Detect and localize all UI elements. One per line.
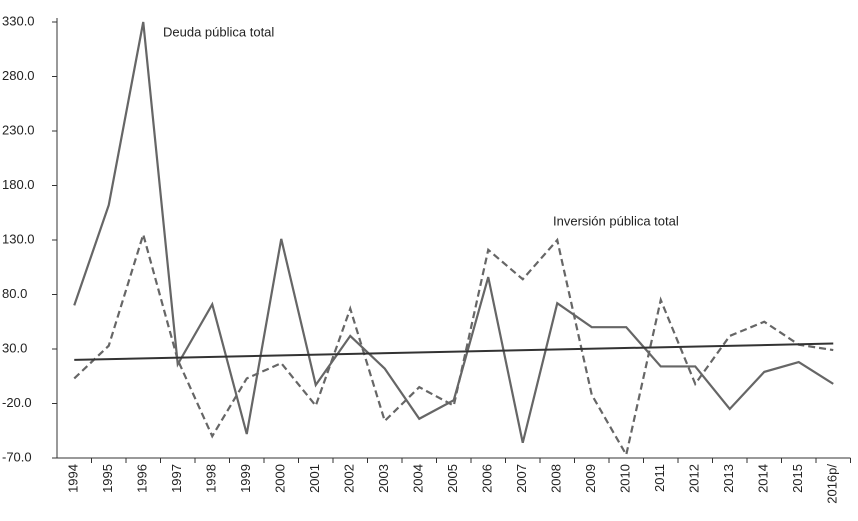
x-tick-label: 1994	[66, 464, 81, 493]
y-tick-label: 130.0	[2, 231, 35, 246]
x-tick-label: 2003	[376, 464, 391, 493]
series-line	[73, 230, 834, 458]
x-tick-label: 2002	[342, 464, 357, 493]
x-tick-label: 2010	[618, 464, 633, 493]
x-tick-label: 2004	[411, 464, 426, 493]
y-tick-label: 180.0	[2, 177, 35, 192]
x-tick-label: 2015	[790, 464, 805, 493]
series-annotation: Deuda pública total	[163, 24, 274, 39]
x-tick-label: 1997	[169, 464, 184, 493]
y-tick-label: 230.0	[2, 122, 35, 137]
x-tick-label: 2013	[721, 464, 736, 493]
y-tick-label: -20.0	[2, 395, 32, 410]
series-line	[73, 21, 834, 444]
x-tick-label: 2007	[514, 464, 529, 493]
y-tick-label: 280.0	[2, 68, 35, 83]
x-tick-label: 2009	[583, 464, 598, 493]
x-tick-label: 1995	[100, 464, 115, 493]
x-tick-label: 2016p/	[825, 464, 840, 504]
y-tick-label: 330.0	[2, 13, 35, 28]
y-tick-label: 80.0	[2, 286, 27, 301]
x-tick-label: 2000	[273, 464, 288, 493]
series-annotation: Inversión pública total	[553, 213, 679, 228]
y-tick-label: -70.0	[2, 449, 32, 464]
x-tick-label: 2011	[652, 464, 667, 492]
x-tick-label: 2008	[549, 464, 564, 493]
x-tick-label: 1996	[135, 464, 150, 493]
x-tick-label: 2001	[307, 464, 322, 493]
x-tick-label: 1998	[204, 464, 219, 493]
trend-line	[74, 342, 834, 361]
x-tick-label: 2006	[480, 464, 495, 493]
x-tick-label: 2014	[756, 464, 771, 493]
x-tick-label: 2012	[687, 464, 702, 493]
x-tick-label: 2005	[445, 464, 460, 493]
x-tick-label: 1999	[238, 464, 253, 493]
y-tick-label: 30.0	[2, 340, 27, 355]
